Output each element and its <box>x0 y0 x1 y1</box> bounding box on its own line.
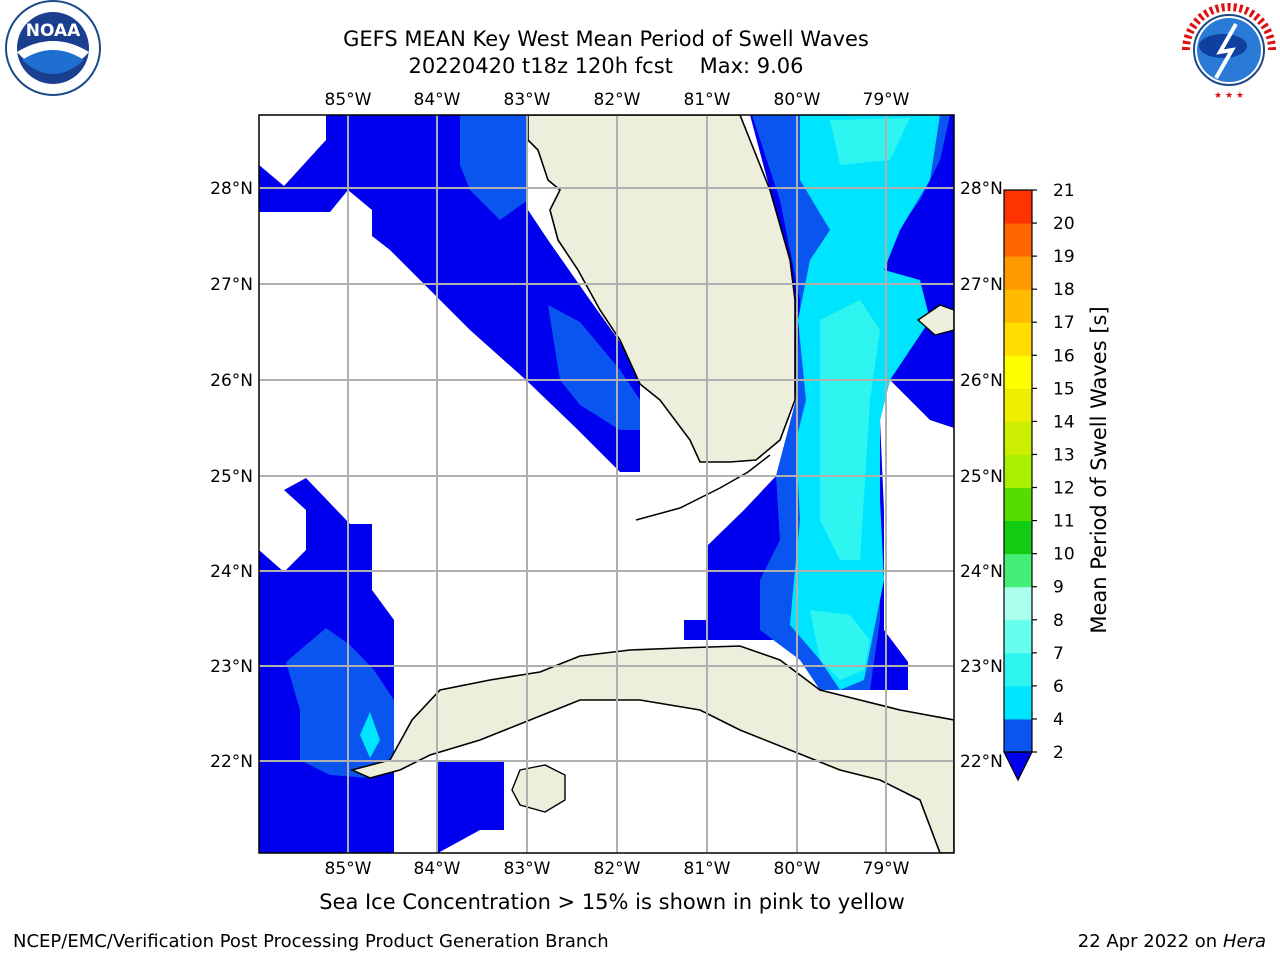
colorbar-tick-label: 10 <box>1053 545 1075 565</box>
svg-text:★ ★ ★: ★ ★ ★ <box>1214 91 1244 101</box>
lon-label-bottom: 79°W <box>863 859 910 879</box>
lon-labels-top: 85°W 84°W 83°W 82°W 81°W 80°W 79°W <box>325 90 910 110</box>
colorbar: 2 4 6 7 8 9 10 11 12 13 14 15 16 17 18 19 20 21 <box>1003 181 1075 782</box>
colorbar-label: Mean Period of Swell Waves [s] <box>1087 306 1111 633</box>
isle-of-youth-land <box>511 764 566 813</box>
host-label: Hera <box>1222 931 1266 952</box>
colorbar-tick-label: 12 <box>1053 479 1075 499</box>
lat-label-left: 22°N <box>210 752 253 772</box>
cuba-land <box>349 645 954 853</box>
colorbar-tick-label: 15 <box>1053 379 1075 399</box>
colorbar-tick-label: 11 <box>1053 512 1075 532</box>
colorbar-tick-label: 14 <box>1053 412 1075 432</box>
map-frame <box>258 114 955 854</box>
lat-label-right: 28°N <box>960 179 1003 199</box>
colorbar-segment <box>1004 223 1032 257</box>
keys-coast <box>635 454 771 521</box>
map-title: GEFS MEAN Key West Mean Period of Swell … <box>343 27 869 51</box>
colorbar-segment <box>1004 421 1032 455</box>
lon-label-bottom: 80°W <box>774 859 821 879</box>
colorbar-segment <box>1004 289 1032 323</box>
swell-contour-7s <box>810 610 870 680</box>
colorbar-segment <box>1004 388 1032 422</box>
lat-labels-left: 28°N 27°N 26°N 25°N 24°N 23°N 22°N <box>210 179 253 772</box>
lat-label-right: 25°N <box>960 467 1003 487</box>
swell-contour-2s <box>259 115 640 472</box>
colorbar-tick-label: 7 <box>1053 644 1064 664</box>
lon-label-bottom: 85°W <box>325 859 372 879</box>
lat-label-left: 28°N <box>210 179 253 199</box>
lat-label-left: 24°N <box>210 562 253 582</box>
lon-label-top: 79°W <box>863 90 910 110</box>
colorbar-tick-label: 13 <box>1053 445 1075 465</box>
lon-labels-bottom: 85°W 84°W 83°W 82°W 81°W 80°W 79°W <box>325 859 910 879</box>
lon-label-top: 81°W <box>684 90 731 110</box>
colorbar-frame <box>1003 189 1033 753</box>
colorbar-tick-label: 19 <box>1053 247 1075 267</box>
lat-label-right: 27°N <box>960 275 1003 295</box>
colorbar-under-triangle <box>1003 751 1033 782</box>
swell-contour-6s <box>360 712 380 758</box>
colorbar-tick-label: 20 <box>1053 214 1075 234</box>
svg-text:NOAA: NOAA <box>26 21 81 41</box>
swell-contour-2s <box>438 760 504 853</box>
colorbar-segment <box>1004 619 1032 654</box>
lon-label-bottom: 82°W <box>594 859 641 879</box>
land <box>349 115 954 853</box>
lon-label-top: 80°W <box>774 90 821 110</box>
lon-label-top: 85°W <box>325 90 372 110</box>
swell-contour-7s <box>820 300 880 560</box>
bahamas-land <box>916 304 954 336</box>
nws-logo: ★ ★ ★ <box>1181 2 1277 101</box>
map-subtitle: 20220420 t18z 120h fcst Max: 9.06 <box>408 54 804 78</box>
lat-label-left: 26°N <box>210 371 253 391</box>
colorbar-tick-label: 8 <box>1053 611 1064 631</box>
sea-ice-note: Sea Ice Concentration > 15% is shown in … <box>319 890 905 914</box>
swell-contour-7s <box>830 118 910 165</box>
swell-contour-4s <box>460 115 528 220</box>
lon-label-top: 84°W <box>414 90 461 110</box>
colorbar-segment <box>1004 190 1032 224</box>
colorbar-segment <box>1004 652 1032 687</box>
lat-label-right: 22°N <box>960 752 1003 772</box>
date-text: 22 Apr 2022 on Hera <box>1078 931 1266 952</box>
colorbar-tick-label: 4 <box>1053 710 1064 730</box>
colorbar-tick-label: 21 <box>1053 181 1075 201</box>
colorbar-segment <box>1004 322 1032 356</box>
colorbar-segment <box>1004 520 1032 555</box>
colorbar-segment <box>1004 553 1032 588</box>
colorbar-tick-label: 16 <box>1053 346 1075 366</box>
lat-label-right: 26°N <box>960 371 1003 391</box>
colorbar-segment <box>1004 256 1032 290</box>
lat-label-left: 25°N <box>210 467 253 487</box>
noaa-logo: NOAA <box>5 0 101 96</box>
lon-label-bottom: 83°W <box>504 859 551 879</box>
lon-label-top: 83°W <box>504 90 551 110</box>
graticule <box>259 115 954 853</box>
colorbar-tick-label: 6 <box>1053 677 1064 697</box>
colorbar-tick-label: 2 <box>1053 743 1064 763</box>
florida-land <box>527 115 796 463</box>
colorbar-segment <box>1004 355 1032 389</box>
colorbar-segment <box>1004 586 1032 621</box>
colorbar-segment <box>1004 718 1032 753</box>
colorbar-segment <box>1004 487 1032 522</box>
lat-label-right: 24°N <box>960 562 1003 582</box>
colorbar-tick-label: 17 <box>1053 313 1075 333</box>
colorbar-tick-label: 9 <box>1053 578 1064 598</box>
lon-label-top: 82°W <box>594 90 641 110</box>
lon-label-bottom: 84°W <box>414 859 461 879</box>
date-label: 22 Apr 2022 on <box>1077 931 1223 952</box>
lon-label-bottom: 81°W <box>684 859 731 879</box>
lat-label-right: 23°N <box>960 657 1003 677</box>
lat-label-left: 27°N <box>210 275 253 295</box>
lat-labels-right: 28°N 27°N 26°N 25°N 24°N 23°N 22°N <box>960 179 1003 772</box>
colorbar-tick-label: 18 <box>1053 280 1075 300</box>
credit-text: NCEP/EMC/Verification Post Processing Pr… <box>13 931 609 952</box>
colorbar-segment <box>1004 454 1032 489</box>
lat-label-left: 23°N <box>210 657 253 677</box>
colorbar-segment <box>1004 685 1032 720</box>
